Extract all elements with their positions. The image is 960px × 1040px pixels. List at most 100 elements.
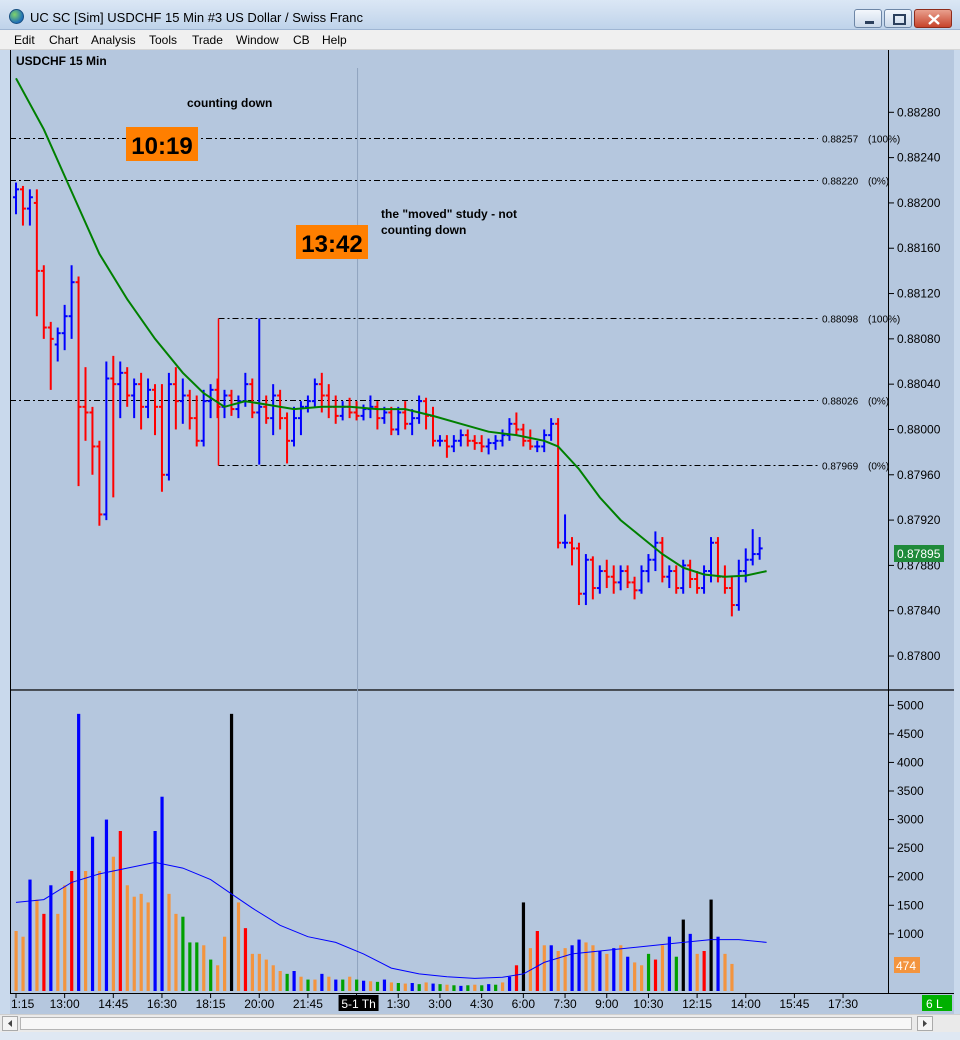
arrow-right-icon xyxy=(923,1020,927,1027)
time-tick-label: 13:00 xyxy=(50,997,80,1011)
volume-bar xyxy=(97,871,102,991)
price-tick-label: 0.88040 xyxy=(897,377,941,391)
volume-bar xyxy=(216,965,220,991)
volume-bar xyxy=(702,951,706,991)
scale-indicator[interactable] xyxy=(922,995,952,1011)
ohlc-bar xyxy=(388,406,395,436)
scroll-right-button[interactable] xyxy=(917,1016,933,1031)
title-bar[interactable]: UC SC [Sim] USDCHF 15 Min #3 US Dollar /… xyxy=(0,0,960,30)
close-button[interactable] xyxy=(914,9,952,28)
ohlc-bar xyxy=(96,440,103,526)
menu-trade[interactable]: Trade xyxy=(192,33,223,47)
volume-bar xyxy=(77,713,81,991)
price-tick-label: 0.87800 xyxy=(897,649,941,663)
ohlc-bar xyxy=(562,514,569,549)
volume-bar xyxy=(382,979,387,991)
annotation-moved-study-line1[interactable]: the "moved" study - not xyxy=(381,207,517,221)
ohlc-bar xyxy=(728,576,735,617)
time-tick-label: 4:30 xyxy=(470,997,494,1011)
menu-cb[interactable]: CB xyxy=(293,33,310,47)
ohlc-bar xyxy=(645,554,652,583)
scroll-thumb[interactable] xyxy=(20,1017,912,1030)
volume-bar xyxy=(132,896,136,991)
timer-box-1[interactable] xyxy=(126,127,198,161)
time-tick-label: 1:30 xyxy=(387,997,411,1011)
ohlc-bar xyxy=(701,565,708,594)
volume-bar xyxy=(299,976,303,991)
volume-bar xyxy=(626,956,630,991)
ohlc-bar xyxy=(443,435,450,458)
menu-analysis[interactable]: Analysis xyxy=(91,33,136,47)
scale-indicator-label: 6 L xyxy=(926,997,943,1011)
price-volume-chart[interactable]: 0.88257 (100%) 0.88220 (0%) 0.88098 (100%) 0.8… xyxy=(10,50,954,1014)
volume-bar xyxy=(355,979,359,991)
price-tick-label: 0.88280 xyxy=(897,105,941,119)
ohlc-bar xyxy=(179,378,186,424)
menu-edit[interactable]: Edit xyxy=(14,33,35,47)
restore-icon xyxy=(893,14,906,25)
volume-bar xyxy=(619,945,623,991)
ohlc-bar xyxy=(152,384,158,436)
chart-frame[interactable]: 0.88257 (100%) 0.88220 (0%) 0.88098 (100%) 0.8… xyxy=(10,50,954,1014)
volume-bar xyxy=(174,913,178,991)
volume-tick-label: 2500 xyxy=(897,841,924,855)
ohlc-bar xyxy=(214,378,221,419)
volume-bar xyxy=(501,982,505,991)
volume-bar xyxy=(389,982,393,991)
fib-level-value: 0.88257 xyxy=(822,135,859,146)
minimize-button[interactable] xyxy=(854,9,882,28)
status-bar xyxy=(0,1032,960,1040)
volume-bar xyxy=(195,942,199,991)
menu-chart[interactable]: Chart xyxy=(49,33,79,47)
maximize-button[interactable] xyxy=(884,9,912,28)
volume-bar xyxy=(49,885,53,991)
volume-bar xyxy=(70,871,74,991)
ohlc-bar xyxy=(478,435,485,453)
chart-title: USDCHF 15 Min xyxy=(16,54,107,68)
volume-bar xyxy=(445,984,449,991)
volume-tick-label: 4000 xyxy=(897,755,924,769)
volume-bar xyxy=(466,985,470,991)
annotation-moved-study-line2[interactable]: counting down xyxy=(381,223,466,237)
ohlc-bar xyxy=(520,423,527,447)
annotation-counting-down[interactable]: counting down xyxy=(187,96,272,110)
price-tick-label: 0.88240 xyxy=(897,151,941,165)
volume-bar xyxy=(570,945,574,991)
axis-pane xyxy=(888,50,954,994)
price-tick-label: 0.87960 xyxy=(897,468,941,482)
ohlc-bar xyxy=(596,565,603,594)
ohlc-bar xyxy=(207,384,214,419)
volume-bar xyxy=(514,965,519,991)
menu-help[interactable]: Help xyxy=(322,33,347,47)
ohlc-bar xyxy=(617,565,624,591)
volume-bar xyxy=(431,983,435,991)
menu-tools[interactable]: Tools xyxy=(149,33,178,47)
ohlc-bar xyxy=(555,418,562,549)
ohlc-bar xyxy=(200,389,207,447)
scroll-left-button[interactable] xyxy=(2,1016,18,1031)
ohlc-bar xyxy=(624,565,631,589)
timer-countdown-2: 13:42 xyxy=(301,231,362,258)
volume-average-line xyxy=(15,861,767,979)
timer-box-2[interactable] xyxy=(296,225,368,259)
volume-bar xyxy=(473,984,477,991)
volume-bar xyxy=(271,965,275,991)
menu-window[interactable]: Window xyxy=(236,33,279,47)
volume-bar xyxy=(667,936,671,991)
ohlc-bar xyxy=(47,321,54,390)
ohlc-bar xyxy=(165,372,172,481)
volume-bar xyxy=(160,796,164,991)
fib-level-pct: (100%) xyxy=(868,135,900,146)
volume-bar xyxy=(660,945,665,991)
volume-tick-label: 2000 xyxy=(897,870,924,884)
ohlc-bar xyxy=(75,276,82,487)
time-axis-pane xyxy=(10,994,954,1014)
horizontal-scrollbar[interactable] xyxy=(0,1014,960,1032)
ohlc-bar xyxy=(492,435,499,450)
date-label: 5-1 Th xyxy=(341,997,375,1011)
fib-level-value: 0.88026 xyxy=(822,397,859,408)
time-tick-label: 16:30 xyxy=(147,997,177,1011)
time-tick-label: 3:00 xyxy=(428,997,452,1011)
volume-bar xyxy=(633,962,637,991)
volume-bar xyxy=(612,948,616,991)
